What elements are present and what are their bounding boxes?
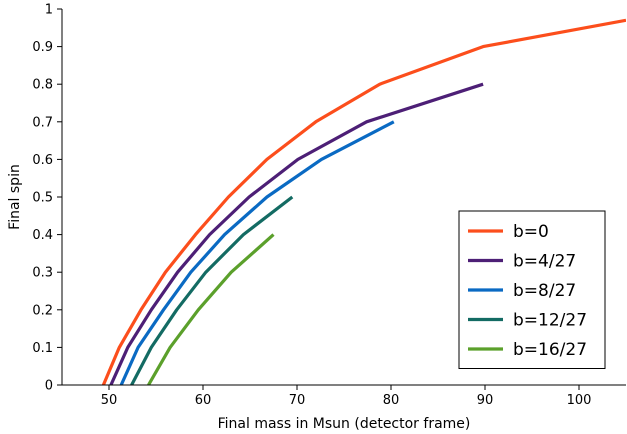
legend-label: b=4/27 (513, 252, 576, 272)
y-tick-label: 0.7 (32, 115, 53, 130)
x-tick-label: 50 (101, 393, 118, 408)
x-tick-label: 60 (195, 393, 212, 408)
x-tick-label: 90 (477, 393, 494, 408)
y-tick-label: 0.9 (32, 40, 53, 55)
legend-label: b=8/27 (513, 281, 576, 301)
y-tick-label: 0.6 (32, 153, 53, 168)
y-tick-label: 0.5 (32, 191, 53, 206)
legend-label: b=16/27 (513, 340, 587, 360)
y-tick-label: 0.8 (32, 78, 53, 93)
legend: b=0 b=4/27 b=8/27 b=12/27 b=16/27 (459, 211, 605, 369)
y-tick-label: 0.2 (32, 303, 53, 318)
x-axis-title: Final mass in Msun (detector frame) (218, 416, 471, 432)
y-axis-title: Final spin (7, 164, 23, 230)
y-tick-label: 0 (45, 379, 53, 394)
y-tick-label: 1 (45, 3, 53, 18)
y-tick-label: 0.3 (32, 266, 53, 281)
legend-label: b=12/27 (513, 311, 587, 331)
x-tick-label: 100 (567, 393, 592, 408)
x-tick-label: 70 (289, 393, 306, 408)
x-tick-label: 80 (383, 393, 400, 408)
y-tick-label: 0.4 (32, 228, 53, 243)
y-tick-label: 0.1 (32, 341, 53, 356)
legend-label: b=0 (513, 222, 549, 242)
